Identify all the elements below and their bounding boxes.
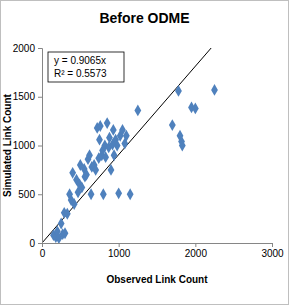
point [97,120,104,132]
axis-line [38,49,43,244]
point [83,169,90,181]
point [175,85,182,97]
annotation: y = 0.9065x R² = 0.5573 [48,52,124,82]
tick-mark [272,243,273,247]
tick-label: 0 [29,238,35,249]
chart: 0 1000 2000 3000 0 500 1000 1500 2000 y = 0.9065x… [0,0,289,305]
annotation-text: R² = 0.5573 [54,68,107,79]
tick-mark [38,146,42,147]
tick-mark [38,97,42,98]
point [96,134,103,146]
tick: 1000 [108,243,131,259]
point [86,149,93,161]
axis-line [43,244,273,248]
tick: 2000 [13,43,42,54]
point [92,164,99,176]
tick-mark [195,243,196,247]
tick: 500 [18,189,42,200]
point [114,140,121,152]
point [58,218,65,230]
tick-label: 1000 [108,248,131,259]
tick-mark [38,194,42,195]
tick: 0 [40,243,46,259]
tick-label: 1500 [13,91,36,102]
point [123,130,130,142]
point [192,103,199,115]
point [71,198,78,210]
point [88,188,95,200]
point [211,84,218,96]
x-axis-title: Observed Link Count [106,274,208,285]
plot-area: 0 1000 2000 3000 0 500 1000 1500 2000 y = 0.9065x… [13,0,284,259]
tick-label: 2000 [185,248,208,259]
chart-border [1,1,289,305]
y-axis: 0 500 1000 1500 2000 [13,43,43,249]
annotation-text: y = 0.9065x [54,55,106,66]
tick-mark [119,243,120,247]
x-axis: 0 1000 2000 3000 [40,243,284,259]
title: Before ODME [99,10,189,26]
tick-label: 3000 [261,248,284,259]
point [64,208,71,220]
tick: 1000 [13,140,42,151]
trend-line [42,48,272,243]
point [169,119,176,131]
tick: 3000 [261,243,284,259]
tick: 2000 [185,243,208,259]
point [104,117,111,129]
marks [42,48,272,243]
tick-label: 500 [18,189,35,200]
point [108,164,115,176]
tick-label: 2000 [13,43,36,54]
y-axis-title: Simulated Link Count [2,93,13,196]
tick-mark [38,243,42,244]
annotation-box [48,52,124,82]
point [100,188,107,200]
point [127,188,134,200]
point [62,227,69,239]
tick-mark [38,48,42,49]
point [134,105,141,117]
tick: 0 [29,238,42,249]
tick-label: 0 [40,248,46,259]
tick-label: 1000 [13,140,36,151]
point [78,182,85,194]
point [102,151,109,163]
point [115,187,122,199]
point [179,140,186,152]
point [111,149,118,161]
tick: 1500 [13,91,42,102]
